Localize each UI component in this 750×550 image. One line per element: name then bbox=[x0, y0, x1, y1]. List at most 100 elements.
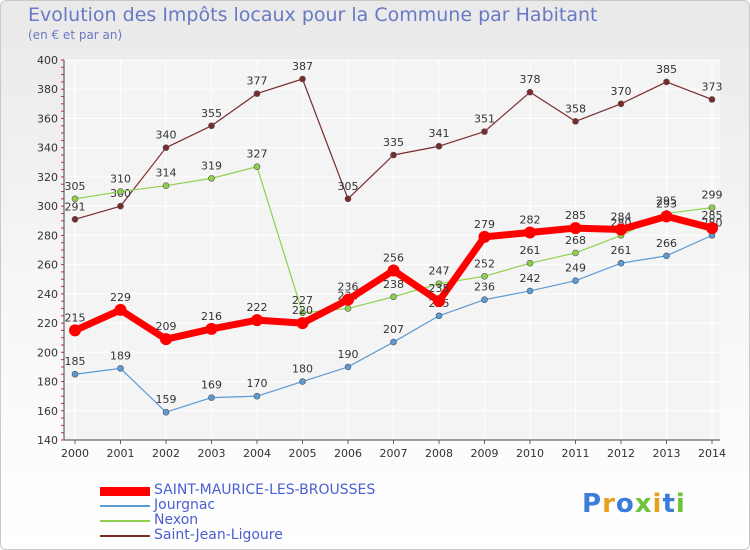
data-point-2 bbox=[572, 249, 579, 257]
data-point-0 bbox=[660, 210, 673, 223]
x-tick-label: 2003 bbox=[198, 447, 226, 460]
logo-letter: r bbox=[602, 489, 616, 519]
data-point-1 bbox=[435, 312, 443, 320]
data-point-0 bbox=[524, 226, 536, 239]
data-point-2 bbox=[208, 175, 215, 182]
data-label-0: 256 bbox=[383, 251, 404, 264]
data-point-1 bbox=[390, 338, 397, 346]
data-label-0: 282 bbox=[520, 213, 541, 226]
data-point-0 bbox=[205, 322, 218, 335]
y-tick-label: 260 bbox=[37, 259, 58, 272]
x-tick-label: 2004 bbox=[243, 447, 271, 460]
data-point-3 bbox=[663, 78, 670, 86]
x-tick-label: 2001 bbox=[107, 447, 135, 460]
data-label-3: 355 bbox=[201, 107, 222, 120]
data-point-1 bbox=[253, 392, 261, 400]
data-label-0: 279 bbox=[474, 218, 495, 231]
data-label-3: 385 bbox=[656, 63, 677, 76]
data-point-3 bbox=[481, 128, 488, 135]
legend-item: SAINT-MAURICE-LES-BROUSSES bbox=[100, 482, 430, 499]
data-point-0 bbox=[433, 295, 445, 308]
data-label-0: 236 bbox=[338, 281, 359, 294]
x-tick-label: 2013 bbox=[653, 447, 681, 460]
data-point-3 bbox=[299, 75, 306, 83]
y-tick-label: 200 bbox=[37, 346, 58, 359]
data-point-0 bbox=[615, 223, 627, 236]
data-label-0: 229 bbox=[110, 291, 131, 304]
data-label-3: 291 bbox=[65, 200, 86, 213]
data-label-2: 305 bbox=[65, 180, 86, 193]
data-label-0: 235 bbox=[429, 282, 450, 295]
logo-letter: x bbox=[634, 489, 653, 519]
legend-swatch bbox=[100, 486, 150, 496]
data-label-0: 284 bbox=[611, 211, 632, 224]
data-point-0 bbox=[706, 222, 718, 235]
data-label-3: 340 bbox=[156, 129, 177, 142]
data-label-3: 373 bbox=[702, 80, 723, 93]
data-label-0: 285 bbox=[565, 209, 586, 222]
data-label-2: 261 bbox=[520, 244, 541, 257]
data-point-0 bbox=[478, 230, 491, 243]
data-point-3 bbox=[617, 100, 625, 108]
proxiti-logo: Proxiti bbox=[582, 489, 686, 519]
data-point-2 bbox=[390, 293, 397, 301]
data-point-1 bbox=[663, 252, 670, 260]
data-point-3 bbox=[435, 142, 443, 150]
data-point-2 bbox=[117, 188, 124, 195]
data-label-2: 238 bbox=[383, 278, 404, 291]
data-point-0 bbox=[387, 264, 400, 277]
data-point-2 bbox=[526, 259, 534, 267]
x-tick-label: 2007 bbox=[380, 447, 408, 460]
data-label-0: 285 bbox=[702, 209, 723, 222]
y-tick-label: 240 bbox=[37, 288, 58, 301]
data-point-0 bbox=[569, 222, 582, 235]
data-label-0: 220 bbox=[292, 304, 313, 317]
logo-letter: t bbox=[662, 489, 676, 519]
y-tick-label: 360 bbox=[37, 112, 58, 125]
legend-item: Saint-Jean-Ligoure bbox=[100, 527, 430, 544]
data-point-3 bbox=[71, 216, 79, 223]
data-point-1 bbox=[481, 296, 488, 303]
data-point-2 bbox=[253, 163, 261, 170]
data-point-0 bbox=[296, 317, 309, 330]
data-label-1: 266 bbox=[656, 237, 677, 250]
x-tick-label: 2009 bbox=[471, 447, 499, 460]
x-tick-label: 2000 bbox=[61, 447, 89, 460]
data-label-2: 310 bbox=[110, 173, 131, 186]
chart-title: Evolution des Impôts locaux pour la Comm… bbox=[28, 4, 598, 26]
data-point-1 bbox=[344, 363, 352, 371]
data-point-2 bbox=[71, 195, 79, 203]
data-label-2: 247 bbox=[429, 265, 450, 278]
data-point-3 bbox=[572, 118, 579, 125]
x-tick-label: 2008 bbox=[425, 447, 453, 460]
data-point-0 bbox=[342, 293, 354, 306]
data-point-0 bbox=[251, 314, 263, 327]
data-point-2 bbox=[435, 280, 443, 287]
data-label-1: 189 bbox=[110, 349, 131, 362]
x-tick-label: 2012 bbox=[607, 447, 635, 460]
data-point-3 bbox=[117, 202, 124, 210]
data-label-3: 305 bbox=[338, 180, 359, 193]
data-point-3 bbox=[208, 122, 215, 130]
plot-area bbox=[64, 60, 720, 440]
data-point-1 bbox=[299, 378, 306, 385]
y-tick-label: 380 bbox=[37, 83, 58, 96]
data-label-2: 314 bbox=[156, 167, 177, 180]
data-point-3 bbox=[708, 96, 716, 103]
y-tick-label: 300 bbox=[37, 200, 58, 213]
data-label-3: 341 bbox=[429, 127, 450, 140]
y-tick-label: 340 bbox=[37, 142, 58, 155]
data-point-2 bbox=[162, 182, 170, 189]
data-label-3: 335 bbox=[383, 136, 404, 149]
data-point-1 bbox=[617, 259, 625, 267]
data-point-0 bbox=[69, 324, 81, 337]
data-point-0 bbox=[160, 333, 172, 346]
chart-legend: SAINT-MAURICE-LES-BROUSSES Jourgnac Nexon S… bbox=[100, 482, 430, 544]
data-point-1 bbox=[526, 287, 534, 295]
data-label-3: 387 bbox=[292, 60, 313, 73]
legend-label: Saint-Jean-Ligoure bbox=[154, 527, 283, 543]
data-label-2: 252 bbox=[474, 257, 495, 270]
legend-swatch bbox=[100, 520, 150, 522]
logo-letter: i bbox=[675, 489, 686, 519]
data-label-3: 351 bbox=[474, 113, 495, 126]
